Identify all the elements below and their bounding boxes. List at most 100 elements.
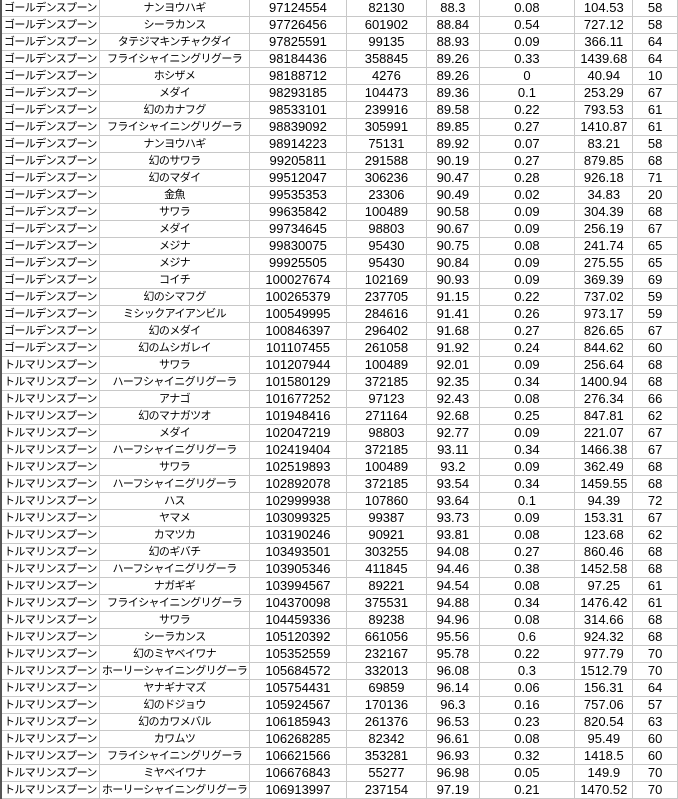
points-cell[interactable]: 4276	[345, 67, 428, 85]
level-cell[interactable]: 60	[632, 730, 678, 748]
lure-cell[interactable]: ゴールデンスプーン	[0, 305, 100, 323]
level-cell[interactable]: 58	[632, 16, 678, 34]
ratio-cell[interactable]: 0.09	[478, 203, 576, 221]
level-cell[interactable]: 66	[632, 390, 678, 408]
amount-cell[interactable]: 1512.79	[574, 662, 634, 680]
amount-cell[interactable]: 1459.55	[574, 475, 634, 493]
ratio-cell[interactable]: 0.09	[478, 509, 576, 527]
amount-cell[interactable]: 844.62	[574, 339, 634, 357]
amount-cell[interactable]: 1439.68	[574, 50, 634, 68]
lure-cell[interactable]: トルマリンスプーン	[0, 696, 100, 714]
level-cell[interactable]: 61	[632, 118, 678, 136]
points-cell[interactable]: 104473	[345, 84, 428, 102]
value-cell[interactable]: 102892078	[249, 475, 347, 493]
percent-cell[interactable]: 90.84	[426, 254, 480, 272]
lure-cell[interactable]: ゴールデンスプーン	[0, 203, 100, 221]
percent-cell[interactable]: 90.47	[426, 169, 480, 187]
fish-name-cell[interactable]: ミシックアイアンビル	[98, 305, 251, 323]
points-cell[interactable]: 306236	[345, 169, 428, 187]
level-cell[interactable]: 57	[632, 696, 678, 714]
level-cell[interactable]: 71	[632, 169, 678, 187]
ratio-cell[interactable]: 0.08	[478, 0, 576, 17]
lure-cell[interactable]: トルマリンスプーン	[0, 407, 100, 425]
percent-cell[interactable]: 96.93	[426, 747, 480, 765]
percent-cell[interactable]: 91.15	[426, 288, 480, 306]
lure-cell[interactable]: ゴールデンスプーン	[0, 186, 100, 204]
value-cell[interactable]: 106676843	[249, 764, 347, 782]
level-cell[interactable]: 68	[632, 543, 678, 561]
lure-cell[interactable]: トルマリンスプーン	[0, 781, 100, 799]
points-cell[interactable]: 239916	[345, 101, 428, 119]
points-cell[interactable]: 75131	[345, 135, 428, 153]
percent-cell[interactable]: 91.41	[426, 305, 480, 323]
percent-cell[interactable]: 90.75	[426, 237, 480, 255]
value-cell[interactable]: 102047219	[249, 424, 347, 442]
value-cell[interactable]: 100027674	[249, 271, 347, 289]
lure-cell[interactable]: ゴールデンスプーン	[0, 50, 100, 68]
points-cell[interactable]: 358845	[345, 50, 428, 68]
level-cell[interactable]: 67	[632, 322, 678, 340]
ratio-cell[interactable]: 0.08	[478, 390, 576, 408]
level-cell[interactable]: 68	[632, 611, 678, 629]
percent-cell[interactable]: 94.54	[426, 577, 480, 595]
lure-cell[interactable]: トルマリンスプーン	[0, 764, 100, 782]
fish-name-cell[interactable]: 幻のシマフグ	[98, 288, 251, 306]
amount-cell[interactable]: 1410.87	[574, 118, 634, 136]
amount-cell[interactable]: 40.94	[574, 67, 634, 85]
value-cell[interactable]: 103190246	[249, 526, 347, 544]
ratio-cell[interactable]: 0.32	[478, 747, 576, 765]
fish-name-cell[interactable]: サワラ	[98, 203, 251, 221]
fish-name-cell[interactable]: ホーリーシャイニングリグーラ	[98, 662, 251, 680]
points-cell[interactable]: 271164	[345, 407, 428, 425]
level-cell[interactable]: 62	[632, 407, 678, 425]
fish-name-cell[interactable]: 幻のメダイ	[98, 322, 251, 340]
amount-cell[interactable]: 926.18	[574, 169, 634, 187]
value-cell[interactable]: 99512047	[249, 169, 347, 187]
percent-cell[interactable]: 97.19	[426, 781, 480, 799]
level-cell[interactable]: 68	[632, 356, 678, 374]
percent-cell[interactable]: 95.78	[426, 645, 480, 663]
value-cell[interactable]: 103994567	[249, 577, 347, 595]
level-cell[interactable]: 61	[632, 577, 678, 595]
value-cell[interactable]: 106913997	[249, 781, 347, 799]
value-cell[interactable]: 105120392	[249, 628, 347, 646]
percent-cell[interactable]: 94.46	[426, 560, 480, 578]
ratio-cell[interactable]: 0.24	[478, 339, 576, 357]
value-cell[interactable]: 97726456	[249, 16, 347, 34]
ratio-cell[interactable]: 0.09	[478, 220, 576, 238]
points-cell[interactable]: 98803	[345, 424, 428, 442]
points-cell[interactable]: 170136	[345, 696, 428, 714]
ratio-cell[interactable]: 0.22	[478, 645, 576, 663]
fish-name-cell[interactable]: ミヤベイワナ	[98, 764, 251, 782]
level-cell[interactable]: 64	[632, 679, 678, 697]
points-cell[interactable]: 98803	[345, 220, 428, 238]
value-cell[interactable]: 101207944	[249, 356, 347, 374]
amount-cell[interactable]: 256.19	[574, 220, 634, 238]
lure-cell[interactable]: トルマリンスプーン	[0, 424, 100, 442]
percent-cell[interactable]: 89.36	[426, 84, 480, 102]
percent-cell[interactable]: 92.35	[426, 373, 480, 391]
points-cell[interactable]: 55277	[345, 764, 428, 782]
amount-cell[interactable]: 1418.5	[574, 747, 634, 765]
points-cell[interactable]: 237154	[345, 781, 428, 799]
points-cell[interactable]: 23306	[345, 186, 428, 204]
level-cell[interactable]: 10	[632, 67, 678, 85]
lure-cell[interactable]: ゴールデンスプーン	[0, 84, 100, 102]
amount-cell[interactable]: 924.32	[574, 628, 634, 646]
fish-name-cell[interactable]: カワムツ	[98, 730, 251, 748]
ratio-cell[interactable]: 0.05	[478, 764, 576, 782]
amount-cell[interactable]: 97.25	[574, 577, 634, 595]
level-cell[interactable]: 70	[632, 781, 678, 799]
amount-cell[interactable]: 83.21	[574, 135, 634, 153]
level-cell[interactable]: 62	[632, 526, 678, 544]
ratio-cell[interactable]: 0.54	[478, 16, 576, 34]
fish-name-cell[interactable]: ナンヨウハギ	[98, 135, 251, 153]
lure-cell[interactable]: トルマリンスプーン	[0, 645, 100, 663]
fish-name-cell[interactable]: 幻のカワメバル	[98, 713, 251, 731]
percent-cell[interactable]: 89.58	[426, 101, 480, 119]
amount-cell[interactable]: 366.11	[574, 33, 634, 51]
value-cell[interactable]: 98533101	[249, 101, 347, 119]
fish-name-cell[interactable]: ハーフシャイニグリグーラ	[98, 475, 251, 493]
percent-cell[interactable]: 92.77	[426, 424, 480, 442]
fish-name-cell[interactable]: 幻のサワラ	[98, 152, 251, 170]
